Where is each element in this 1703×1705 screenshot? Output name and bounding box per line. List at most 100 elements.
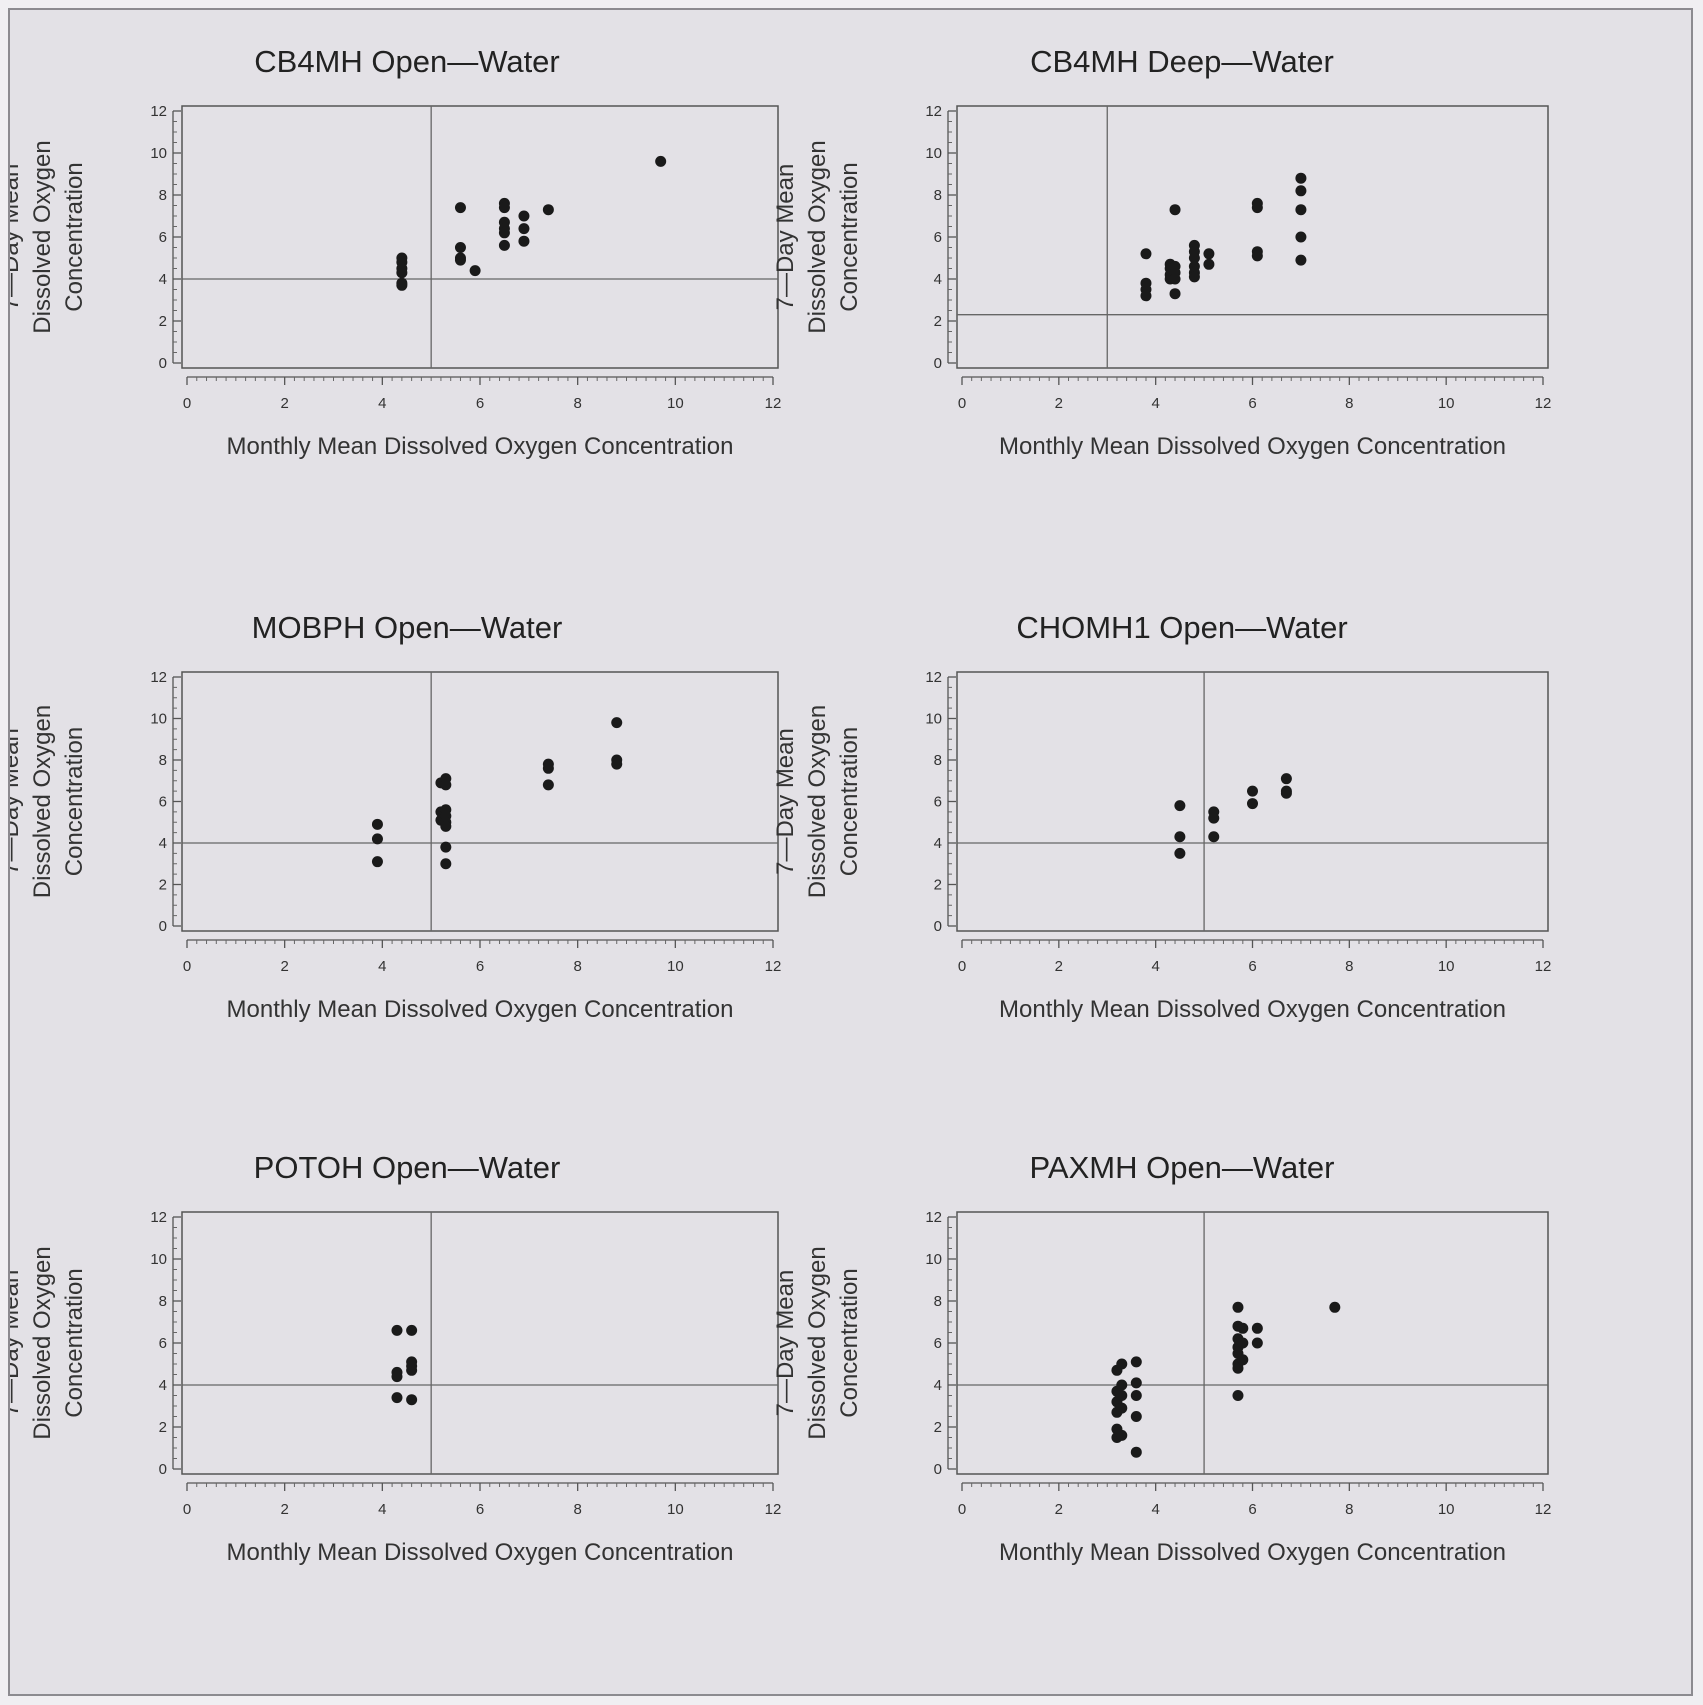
x-tick-label: 8 (1345, 1501, 1353, 1518)
x-tick-label: 0 (183, 395, 191, 412)
y-tick-label: 6 (934, 229, 942, 246)
x-axis-title: Monthly Mean Dissolved Oxygen Concentrat… (999, 1539, 1506, 1566)
x-tick-label: 12 (765, 1501, 782, 1518)
y-axis-title-line: Concentration (61, 727, 88, 876)
y-tick-label: 0 (934, 1461, 942, 1478)
data-point (518, 235, 530, 247)
data-point (406, 1364, 418, 1376)
y-axis-title-line: Concentration (836, 162, 863, 311)
x-axis-title: Monthly Mean Dissolved Oxygen Concentrat… (227, 433, 734, 460)
y-tick-label: 8 (159, 187, 167, 204)
y-tick-label: 10 (150, 145, 167, 162)
x-tick-label: 0 (958, 1501, 966, 1518)
data-point (1188, 252, 1200, 264)
data-point (1116, 1402, 1128, 1414)
data-point (1116, 1379, 1128, 1391)
data-point (1295, 172, 1307, 184)
data-point (1232, 1362, 1244, 1374)
y-tick-label: 8 (159, 752, 167, 769)
y-tick-label: 4 (934, 835, 942, 852)
data-point (440, 841, 452, 853)
y-axis-title-line: Dissolved Oxygen (804, 1246, 831, 1439)
y-axis-title-line: Concentration (61, 1268, 88, 1417)
y-tick-label: 2 (934, 1419, 942, 1436)
x-tick-label: 8 (1345, 395, 1353, 412)
y-tick-label: 0 (159, 918, 167, 935)
y-tick-label: 6 (159, 229, 167, 246)
data-point (498, 227, 510, 239)
chart-panel-6: PAXMH Open—Water 0 2 4 6 8 10 12 Monthly Mean Di… (772, 1150, 1551, 1566)
data-point (391, 1324, 403, 1336)
x-tick-label: 0 (183, 1501, 191, 1518)
y-axis-title-line: Concentration (836, 727, 863, 876)
data-point (1295, 185, 1307, 197)
data-point (518, 210, 530, 222)
x-tick-label: 6 (1248, 395, 1256, 412)
data-point (518, 223, 530, 235)
data-point (1280, 787, 1292, 799)
data-point (1116, 1390, 1128, 1401)
y-tick-label: 8 (934, 1293, 942, 1310)
x-tick-label: 12 (1535, 958, 1552, 975)
data-point (1295, 231, 1307, 243)
data-point (454, 202, 466, 214)
data-point (1130, 1411, 1142, 1422)
x-tick-label: 6 (476, 395, 484, 412)
y-tick-label: 4 (934, 271, 942, 288)
x-tick-label: 10 (667, 1501, 684, 1518)
data-point (371, 833, 383, 845)
data-point (1295, 254, 1307, 266)
data-point (469, 265, 481, 277)
chart-title: POTOH Open—Water (254, 1150, 561, 1185)
data-point (1329, 1301, 1341, 1313)
plot-area (181, 671, 779, 932)
y-axis-title-line: 7—Day Mean (10, 1270, 24, 1417)
chart-panel-4: CHOMH1 Open—Water 0 2 4 6 8 10 12 Monthly Mean D… (772, 610, 1551, 1023)
plot-area (956, 671, 1549, 932)
x-tick-label: 8 (1345, 958, 1353, 975)
data-point (1169, 288, 1181, 300)
data-point (1116, 1429, 1128, 1441)
data-point (440, 858, 452, 870)
data-point (1280, 773, 1292, 785)
y-tick-label: 10 (150, 1251, 167, 1268)
y-axis-title-line: 7—Day Mean (10, 728, 24, 875)
data-point (406, 1394, 418, 1406)
y-tick-label: 4 (934, 1377, 942, 1394)
x-tick-label: 8 (573, 395, 581, 412)
data-point (454, 242, 466, 253)
x-tick-label: 4 (1151, 395, 1159, 412)
plot-area (181, 1211, 779, 1475)
y-axis-title-line: 7—Day Mean (772, 1270, 799, 1417)
data-point (1174, 800, 1186, 812)
y-tick-label: 4 (159, 1377, 167, 1394)
x-tick-label: 2 (1055, 958, 1063, 975)
plot-area (181, 105, 779, 369)
chart-panel-2: CB4MH Deep—Water 0 2 4 6 8 10 12 Monthly Mean Di… (772, 44, 1551, 460)
plot-area (956, 1211, 1549, 1475)
data-point (391, 1371, 403, 1383)
data-point (1140, 290, 1152, 302)
chart-title: CHOMH1 Open—Water (1016, 610, 1347, 645)
chart-panel-5: POTOH Open—Water 0 2 4 6 8 10 12 Monthly Mean Di… (10, 1150, 781, 1566)
data-point (498, 239, 510, 251)
y-tick-label: 0 (934, 355, 942, 372)
data-point (371, 856, 383, 868)
data-point (1203, 258, 1215, 270)
y-tick-label: 6 (934, 794, 942, 811)
y-tick-label: 4 (159, 271, 167, 288)
chart-panel-1: CB4MH Open—Water 0 2 4 6 8 10 12 Monthly Mean Di… (10, 44, 781, 460)
y-tick-label: 12 (150, 103, 167, 120)
data-point (1130, 1446, 1142, 1458)
x-axis-title: Monthly Mean Dissolved Oxygen Concentrat… (227, 1539, 734, 1566)
chart-title: CB4MH Open—Water (254, 44, 560, 79)
chart-title: PAXMH Open—Water (1030, 1150, 1335, 1185)
y-tick-label: 4 (159, 835, 167, 852)
y-tick-label: 2 (159, 877, 167, 894)
y-tick-label: 10 (925, 1251, 942, 1268)
chart-panel-3: MOBPH Open—Water 0 2 4 6 8 10 12 Monthly Mean Di… (10, 610, 781, 1023)
data-point (1208, 812, 1220, 824)
x-tick-label: 10 (1438, 958, 1455, 975)
x-tick-label: 8 (573, 958, 581, 975)
x-tick-label: 4 (1151, 958, 1159, 975)
